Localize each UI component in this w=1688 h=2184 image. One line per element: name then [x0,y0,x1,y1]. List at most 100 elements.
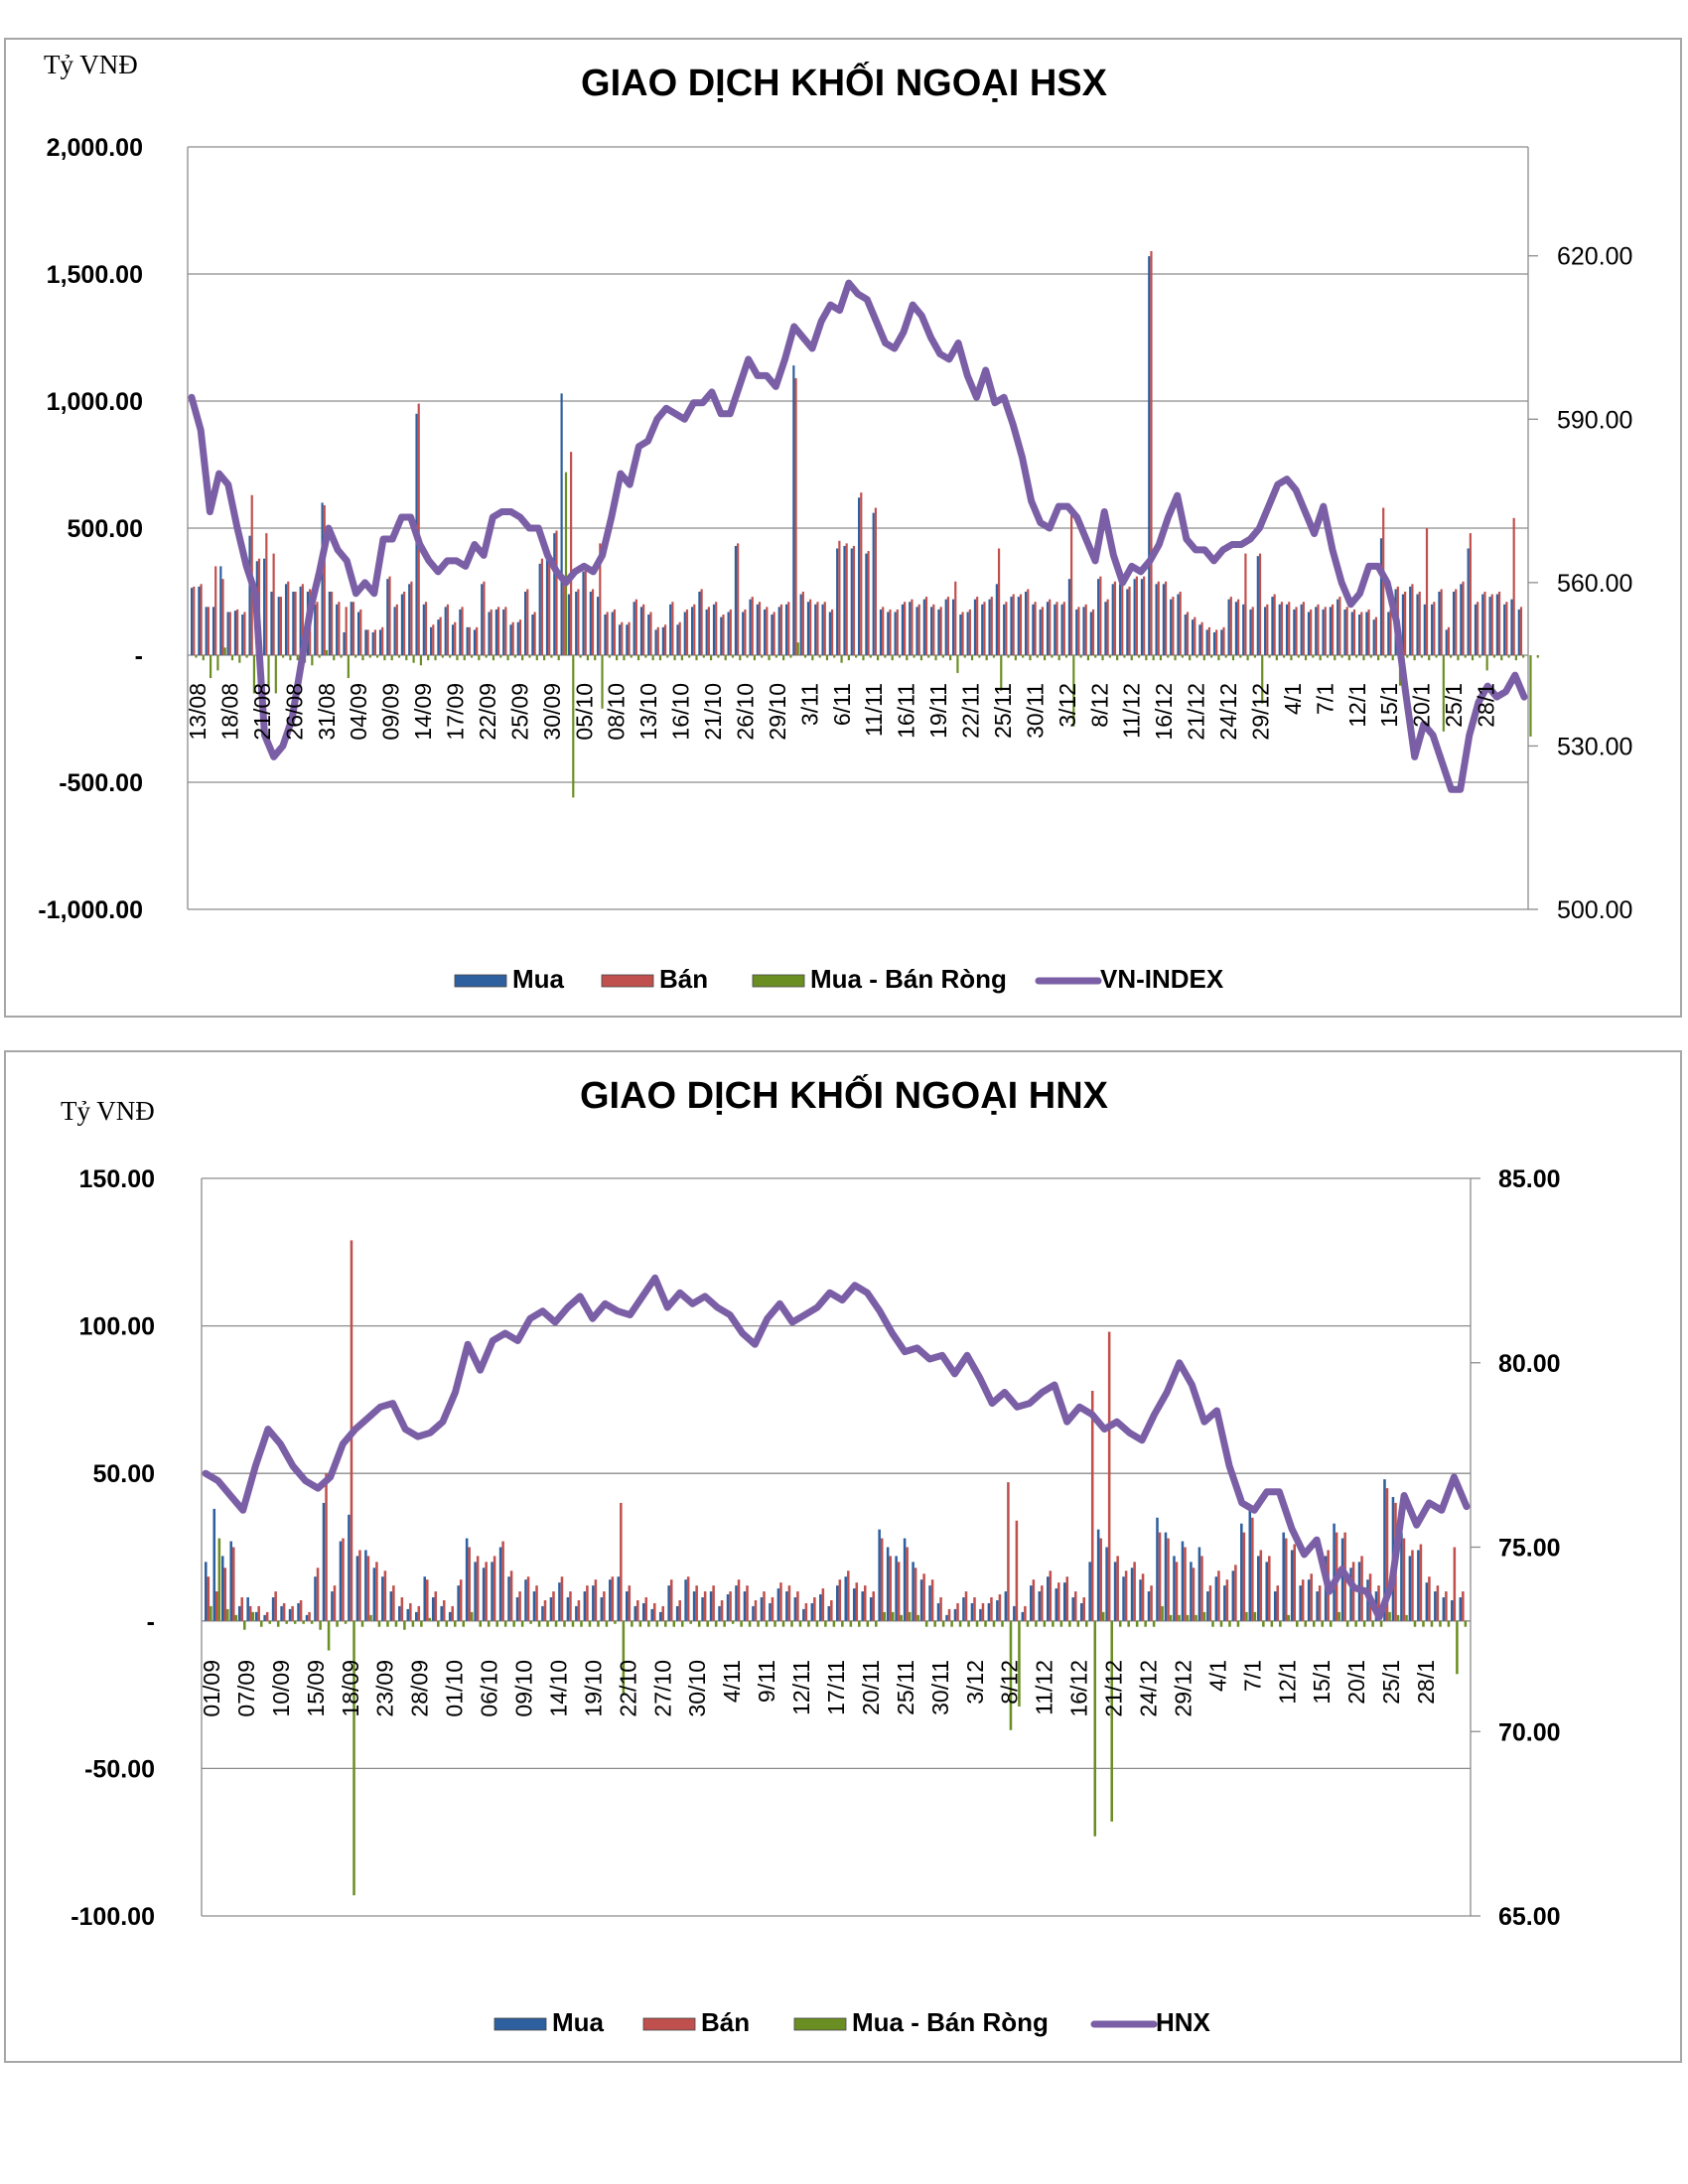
buy-bar [1495,594,1498,655]
buy-bar [1408,1556,1412,1621]
buy-bar [705,609,708,655]
buy-bar [1170,599,1173,655]
buy-bar [566,1597,570,1621]
sell-bar [1318,1585,1322,1621]
net-bar [1500,655,1503,661]
buy-bar [769,1602,772,1621]
sell-bar [591,589,595,655]
net-bar [528,655,531,658]
sell-bar [830,609,834,655]
sell-bar [787,1585,791,1621]
buy-bar [336,604,339,655]
net-bar [403,1620,406,1630]
sell-bar [1157,581,1160,655]
sell-bar [207,1576,211,1621]
net-bar [390,655,393,661]
buy-bar [1467,548,1470,655]
sell-bar [1015,1520,1019,1621]
x-tick-label: 15/1 [1309,1660,1335,1705]
buy-bar [246,1597,249,1621]
buy-bar [814,604,817,655]
net-bar [869,655,872,658]
y-tick-label: 500.00 [68,515,143,543]
buy-bar [1343,609,1346,655]
net-bar [724,655,727,661]
buy-bar [532,1591,536,1621]
x-tick-label: 26/08 [281,683,307,741]
sell-bar [703,1591,707,1621]
buy-bar [1198,624,1201,655]
buy-bar [1214,1576,1218,1621]
buy-bar [339,1541,343,1621]
sell-bar [1041,607,1044,655]
x-tick-label: 21/12 [1101,1660,1127,1717]
buy-bar [466,626,469,655]
sell-bar [193,586,196,655]
sell-bar [603,1591,606,1621]
buy-bar [1079,1602,1083,1621]
sell-bar [1338,597,1341,655]
net-bar [427,655,430,661]
net-bar [1456,1620,1459,1675]
net-bar [485,655,488,658]
sell-bar [1324,607,1327,655]
buy-bar [1205,629,1208,655]
net-bar [1159,655,1163,661]
buy-bar [355,1556,359,1621]
x-tick-label: 13/10 [635,683,661,741]
net-bar [807,1620,810,1627]
sell-bar [729,1591,732,1621]
buy-bar [1155,584,1158,655]
sell-bar [400,1597,404,1621]
sell-bar [746,1585,749,1621]
x-tick-label: 22/09 [475,683,500,741]
net-bar [908,1611,912,1621]
x-tick-label: 26/10 [733,683,759,741]
net-bar [478,655,481,661]
buy-bar [600,1597,604,1621]
net-bar [1079,655,1082,658]
net-bar [1388,1611,1391,1621]
buy-bar [1379,538,1383,655]
sell-bar [1084,604,1087,655]
buy-bar [1192,619,1195,655]
buy-bar [981,604,984,655]
buy-bar [1349,1568,1352,1621]
buy-bar [764,609,767,655]
net-bar [644,655,647,658]
net-bar [209,655,212,679]
net-bar [1354,1620,1357,1627]
buy-bar [1025,592,1028,655]
sell-bar [678,1600,681,1621]
buy-bar [1105,1547,1108,1621]
net-bar [360,1620,364,1627]
buy-bar [1111,584,1114,655]
legend-swatch [493,2017,547,2031]
x-tick-label: 09/10 [511,1660,537,1717]
sell-bar [1234,1565,1237,1621]
buy-bar [1315,607,1318,655]
buy-bar [633,1605,637,1621]
net-bar [336,1620,339,1627]
net-bar [913,655,915,658]
y2-tick-label: 70.00 [1498,1718,1561,1746]
buy-bar [973,599,977,655]
buy-bar [903,1538,907,1621]
sell-bar [228,612,231,655]
buy-bar [1240,1523,1243,1621]
sell-bar [649,612,652,655]
net-bar [967,1620,970,1627]
sell-bar [867,551,870,655]
sell-bar [1200,1556,1203,1621]
buy-bar [756,604,759,655]
net-bar [411,1620,415,1627]
buy-bar [305,1614,309,1621]
net-bar [1007,655,1010,658]
sell-bar [855,1582,859,1621]
buy-bar [1047,1576,1050,1621]
sell-bar [700,589,703,655]
sell-bar [947,1608,951,1621]
net-bar [978,655,981,658]
buy-bar [1451,1600,1454,1621]
net-bar [1181,655,1184,658]
